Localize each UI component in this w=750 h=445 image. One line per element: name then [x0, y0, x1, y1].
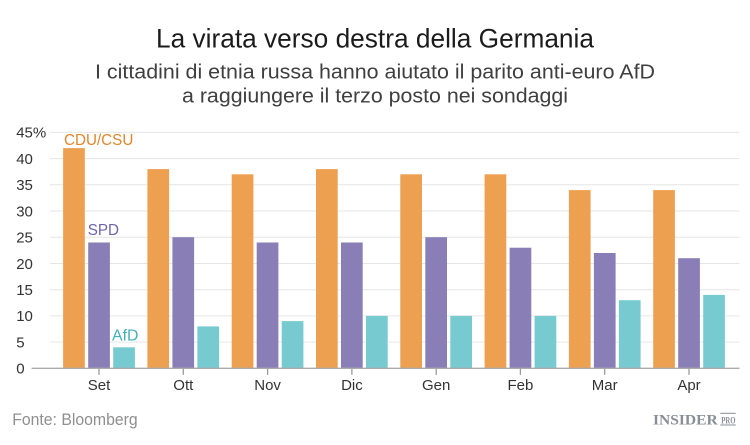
svg-text:45%: 45% — [16, 125, 46, 142]
svg-text:Gen: Gen — [422, 377, 450, 394]
svg-text:Set: Set — [88, 377, 111, 394]
svg-text:20: 20 — [16, 256, 33, 273]
svg-text:PRO: PRO — [721, 416, 735, 426]
svg-text:I cittadini di etnia russa han: I cittadini di etnia russa hanno aiutato… — [95, 62, 655, 84]
svg-text:Dic: Dic — [341, 377, 363, 394]
svg-text:10: 10 — [16, 308, 33, 325]
svg-text:SPD: SPD — [88, 222, 119, 239]
svg-text:Apr: Apr — [677, 377, 700, 394]
svg-text:0: 0 — [16, 361, 24, 378]
svg-text:Feb: Feb — [507, 377, 533, 394]
svg-text:Ott: Ott — [173, 377, 194, 394]
svg-text:CDU/CSU: CDU/CSU — [64, 132, 133, 149]
svg-text:INSIDER: INSIDER — [653, 412, 718, 428]
svg-text:40: 40 — [16, 151, 33, 168]
svg-text:30: 30 — [16, 203, 33, 220]
svg-text:35: 35 — [16, 177, 33, 194]
svg-text:a raggiungere il terzo posto n: a raggiungere il terzo posto nei sondagg… — [182, 86, 568, 108]
svg-text:5: 5 — [16, 334, 24, 351]
svg-text:AfD: AfD — [112, 327, 138, 344]
svg-text:Fonte: Bloomberg: Fonte: Bloomberg — [12, 410, 138, 429]
svg-text:25: 25 — [16, 230, 33, 247]
svg-text:15: 15 — [16, 282, 33, 299]
svg-text:Mar: Mar — [592, 377, 618, 394]
svg-text:La virata verso destra della G: La virata verso destra della Germania — [156, 24, 595, 54]
svg-text:Nov: Nov — [254, 377, 281, 394]
